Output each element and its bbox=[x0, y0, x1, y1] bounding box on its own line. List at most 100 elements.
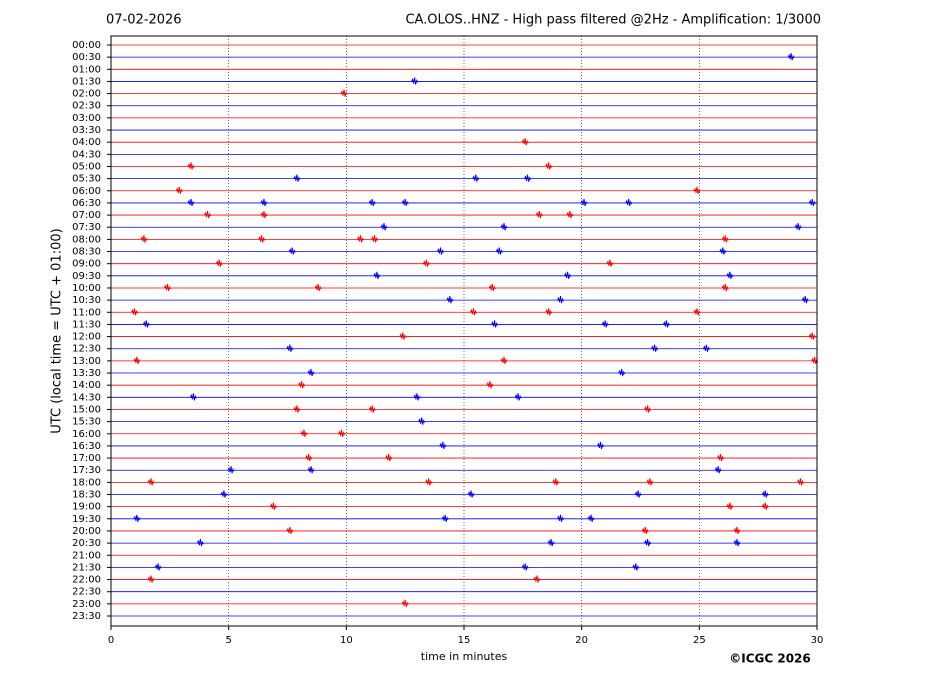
seismic-event bbox=[467, 490, 475, 498]
seismic-event bbox=[500, 223, 508, 231]
y-tick-label: 15:30 bbox=[72, 417, 101, 428]
y-tick-label: 00:00 bbox=[72, 40, 101, 51]
seismic-event bbox=[808, 198, 816, 207]
seismic-event bbox=[662, 320, 670, 328]
y-tick-label: 14:30 bbox=[72, 392, 101, 403]
y-tick-label: 03:00 bbox=[72, 113, 101, 124]
seismic-event bbox=[196, 539, 204, 547]
x-axis-label: time in minutes bbox=[421, 650, 508, 663]
seismic-event bbox=[500, 356, 508, 364]
seismic-event bbox=[300, 429, 308, 437]
seismic-event bbox=[733, 526, 741, 535]
seismic-event bbox=[557, 514, 564, 522]
credit: ©ICGC 2026 bbox=[729, 652, 811, 666]
seismic-event bbox=[587, 514, 595, 522]
x-tick-label: 20 bbox=[575, 635, 588, 646]
seismic-event bbox=[357, 235, 364, 243]
y-tick-label: 16:00 bbox=[72, 429, 101, 440]
seismic-event bbox=[641, 526, 649, 535]
seismic-event bbox=[260, 211, 268, 219]
seismic-event bbox=[142, 320, 150, 328]
seismic-event bbox=[646, 478, 654, 486]
y-tick-label: 18:30 bbox=[72, 490, 101, 501]
seismic-event bbox=[293, 405, 301, 413]
seismic-event bbox=[491, 320, 499, 328]
seismic-event bbox=[486, 381, 494, 389]
y-tick-label: 00:30 bbox=[72, 52, 101, 63]
y-tick-label: 14:00 bbox=[72, 380, 101, 391]
seismic-event bbox=[557, 296, 564, 304]
seismic-event bbox=[717, 453, 724, 462]
y-tick-label: 02:30 bbox=[72, 101, 101, 112]
seismic-event bbox=[439, 441, 447, 450]
y-tick-label: 10:00 bbox=[72, 283, 101, 294]
y-tick-label: 21:00 bbox=[72, 550, 101, 561]
y-tick-label: 12:30 bbox=[72, 344, 101, 355]
seismic-event bbox=[601, 320, 609, 328]
y-tick-label: 07:00 bbox=[72, 210, 101, 221]
seismic-event bbox=[371, 235, 379, 243]
seismic-event bbox=[761, 502, 769, 510]
y-tick-label: 11:30 bbox=[72, 319, 101, 330]
seismic-event bbox=[808, 332, 816, 340]
y-tick-label: 09:30 bbox=[72, 271, 101, 282]
seismic-event bbox=[380, 223, 388, 231]
y-tick-label: 08:30 bbox=[72, 247, 101, 258]
seismic-event bbox=[721, 283, 729, 292]
y-tick-label: 22:30 bbox=[72, 587, 101, 598]
seismic-event bbox=[441, 514, 449, 522]
seismic-event bbox=[726, 271, 734, 279]
seismic-event bbox=[651, 344, 659, 352]
x-tick-label: 0 bbox=[108, 635, 114, 646]
seismic-event bbox=[524, 174, 531, 182]
y-tick-label: 11:00 bbox=[72, 307, 101, 318]
seismic-event bbox=[794, 223, 802, 231]
x-tick-label: 5 bbox=[225, 635, 231, 646]
seismic-event bbox=[187, 162, 195, 170]
seismic-event bbox=[220, 490, 228, 498]
seismic-event bbox=[761, 490, 769, 498]
seismic-event bbox=[597, 441, 604, 450]
y-tick-label: 08:00 bbox=[72, 234, 101, 245]
y-tick-label: 19:30 bbox=[72, 514, 101, 525]
seismic-event bbox=[411, 77, 419, 85]
seismic-event bbox=[495, 247, 503, 255]
seismic-event bbox=[131, 308, 138, 316]
plot-frame bbox=[110, 35, 818, 627]
y-tick-label: 13:00 bbox=[72, 356, 101, 367]
seismic-event bbox=[418, 417, 426, 425]
seismic-event bbox=[286, 344, 294, 352]
seismic-event bbox=[545, 308, 553, 316]
seismic-event bbox=[564, 271, 571, 279]
seismic-event bbox=[545, 162, 553, 170]
seismic-event bbox=[797, 478, 804, 486]
seismic-event bbox=[566, 211, 574, 219]
y-tick-label: 07:30 bbox=[72, 222, 101, 233]
seismic-event bbox=[147, 575, 155, 583]
y-tick-label: 20:00 bbox=[72, 526, 101, 537]
seismic-event bbox=[521, 138, 529, 146]
seismic-event bbox=[719, 247, 727, 255]
seismic-event bbox=[606, 259, 614, 267]
y-tick-label: 18:00 bbox=[72, 477, 101, 488]
seismic-event bbox=[189, 393, 197, 401]
x-tick-label: 30 bbox=[811, 635, 824, 646]
seismic-event bbox=[293, 174, 301, 182]
y-tick-label: 21:30 bbox=[72, 562, 101, 573]
seismic-event bbox=[227, 466, 235, 474]
seismic-event bbox=[733, 539, 741, 547]
y-tick-label: 17:30 bbox=[72, 465, 101, 476]
seismic-event bbox=[340, 89, 348, 97]
y-tick-label: 22:00 bbox=[72, 575, 101, 586]
seismic-event bbox=[401, 599, 409, 607]
seismic-event bbox=[305, 453, 313, 462]
seismic-event bbox=[514, 393, 522, 401]
y-tick-label: 12:00 bbox=[72, 332, 101, 343]
seismic-event bbox=[286, 526, 294, 535]
seismic-event bbox=[260, 198, 268, 207]
y-tick-label: 01:30 bbox=[72, 76, 101, 87]
seismic-event bbox=[625, 198, 633, 207]
seismic-event bbox=[721, 235, 729, 243]
